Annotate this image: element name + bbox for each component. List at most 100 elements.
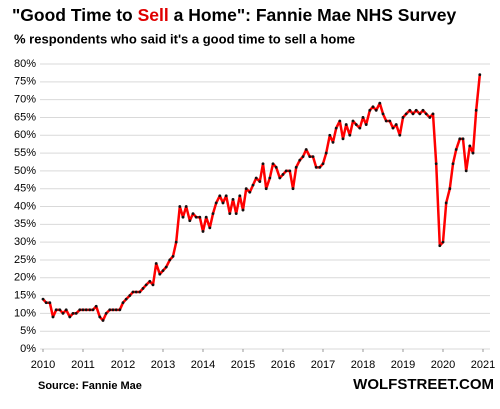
- data-point: [281, 173, 285, 176]
- data-point: [261, 162, 265, 166]
- data-point: [304, 148, 308, 151]
- y-tick-label: 80%: [14, 58, 36, 70]
- data-point: [161, 269, 165, 273]
- data-point: [354, 123, 358, 126]
- data-point: [364, 123, 368, 126]
- y-tick-label: 45%: [14, 183, 36, 195]
- y-tick-label: 75%: [14, 76, 36, 88]
- data-point: [341, 137, 345, 141]
- data-point: [171, 254, 175, 258]
- data-point: [41, 297, 45, 301]
- data-point: [181, 215, 185, 219]
- data-point: [421, 108, 425, 112]
- x-tick-label: 2014: [191, 359, 215, 371]
- y-tick-label: 35%: [14, 218, 36, 230]
- data-point: [71, 311, 75, 315]
- data-point: [381, 112, 385, 116]
- data-point: [474, 108, 478, 112]
- data-point: [428, 116, 432, 119]
- data-point: [244, 187, 248, 191]
- data-point: [58, 308, 62, 312]
- data-point: [228, 212, 232, 216]
- data-point: [464, 169, 468, 173]
- y-tick-label: 10%: [14, 307, 36, 319]
- x-tick-label: 2010: [31, 359, 55, 371]
- data-point: [358, 126, 362, 130]
- data-point: [254, 176, 258, 180]
- x-tick-label: 2013: [151, 359, 175, 371]
- data-point: [241, 208, 245, 212]
- data-point: [434, 162, 438, 166]
- title-part: a Home": Fannie Mae NHS Survey: [169, 5, 457, 25]
- data-point: [338, 119, 342, 123]
- data-point: [478, 73, 482, 77]
- data-point: [91, 308, 95, 312]
- data-point: [301, 155, 305, 159]
- data-point: [61, 311, 65, 315]
- data-point: [411, 112, 415, 116]
- data-point: [418, 112, 422, 116]
- x-tick-label: 2016: [271, 359, 295, 371]
- title-highlight: Sell: [138, 5, 169, 25]
- data-point: [68, 315, 72, 319]
- data-point: [311, 155, 315, 159]
- data-point: [298, 158, 302, 162]
- data-point: [84, 308, 88, 312]
- data-point: [424, 112, 428, 116]
- y-tick-label: 15%: [14, 289, 36, 301]
- data-point: [138, 290, 142, 294]
- data-point: [221, 201, 225, 205]
- data-point: [468, 144, 472, 148]
- data-point: [224, 194, 228, 198]
- y-tick-label: 5%: [20, 325, 36, 337]
- data-point: [148, 279, 152, 283]
- data-point: [274, 165, 278, 169]
- data-point: [78, 308, 82, 312]
- data-point: [321, 162, 325, 166]
- data-point: [388, 119, 392, 123]
- source: Source: Fannie Mae: [38, 380, 142, 392]
- y-tick-label: 0%: [20, 343, 36, 355]
- y-tick-label: 70%: [14, 94, 36, 106]
- data-point: [121, 301, 125, 305]
- data-point: [398, 133, 402, 137]
- data-point: [88, 308, 92, 312]
- title-part: "Good Time to: [12, 5, 138, 25]
- data-point: [441, 240, 445, 244]
- chart-subtitle: % respondents who said it's a good time …: [14, 31, 355, 46]
- data-point: [214, 201, 218, 205]
- data-point: [451, 162, 455, 166]
- data-point: [144, 283, 148, 287]
- data-point: [371, 105, 375, 109]
- data-point: [334, 126, 338, 130]
- data-point: [238, 194, 242, 198]
- data-point: [444, 201, 448, 205]
- data-point: [471, 151, 475, 155]
- x-tick-label: 2019: [391, 359, 415, 371]
- data-point: [64, 308, 68, 312]
- data-point: [251, 183, 255, 187]
- data-point: [438, 244, 442, 248]
- data-point: [264, 187, 268, 191]
- data-point: [348, 133, 352, 137]
- x-tick-label: 2020: [431, 359, 455, 371]
- data-point: [258, 180, 262, 183]
- data-point: [131, 290, 135, 294]
- data-point: [108, 308, 112, 312]
- data-point: [271, 162, 275, 166]
- series-line: [42, 74, 482, 322]
- y-tick-label: 30%: [14, 236, 36, 248]
- data-point: [201, 230, 205, 233]
- data-point: [154, 262, 158, 265]
- data-point: [198, 215, 202, 219]
- data-point: [231, 197, 235, 201]
- x-tick-label: 2021: [471, 359, 495, 371]
- y-tick-label: 40%: [14, 200, 36, 212]
- data-point: [361, 116, 365, 119]
- data-point: [151, 283, 155, 287]
- data-point: [134, 290, 138, 294]
- data-point: [384, 119, 388, 123]
- data-point: [461, 137, 465, 141]
- data-point: [168, 258, 172, 262]
- data-point: [158, 272, 162, 276]
